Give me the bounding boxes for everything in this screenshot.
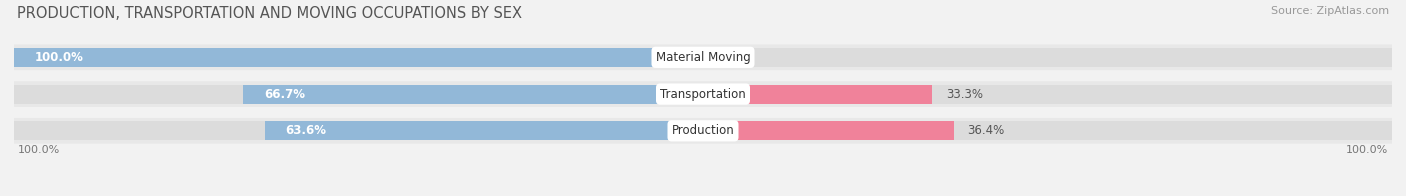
Bar	[243, 84, 703, 104]
Bar	[264, 121, 703, 140]
Bar	[14, 121, 1392, 140]
Text: Material Moving: Material Moving	[655, 51, 751, 64]
Text: 66.7%: 66.7%	[264, 88, 305, 101]
Text: 36.4%: 36.4%	[967, 124, 1005, 137]
Text: 100.0%: 100.0%	[1346, 145, 1388, 155]
Text: PRODUCTION, TRANSPORTATION AND MOVING OCCUPATIONS BY SEX: PRODUCTION, TRANSPORTATION AND MOVING OC…	[17, 6, 522, 21]
Text: 63.6%: 63.6%	[285, 124, 326, 137]
Text: Production: Production	[672, 124, 734, 137]
Bar	[703, 121, 953, 140]
Text: 0.0%: 0.0%	[724, 51, 754, 64]
Bar	[14, 48, 703, 67]
Text: 100.0%: 100.0%	[35, 51, 83, 64]
FancyBboxPatch shape	[14, 44, 1392, 70]
FancyBboxPatch shape	[14, 81, 1392, 107]
Bar	[14, 84, 1392, 104]
Text: 100.0%: 100.0%	[18, 145, 60, 155]
Text: 33.3%: 33.3%	[946, 88, 983, 101]
Text: Transportation: Transportation	[661, 88, 745, 101]
FancyBboxPatch shape	[14, 118, 1392, 144]
Text: Source: ZipAtlas.com: Source: ZipAtlas.com	[1271, 6, 1389, 16]
Bar	[703, 84, 932, 104]
Bar	[14, 48, 1392, 67]
